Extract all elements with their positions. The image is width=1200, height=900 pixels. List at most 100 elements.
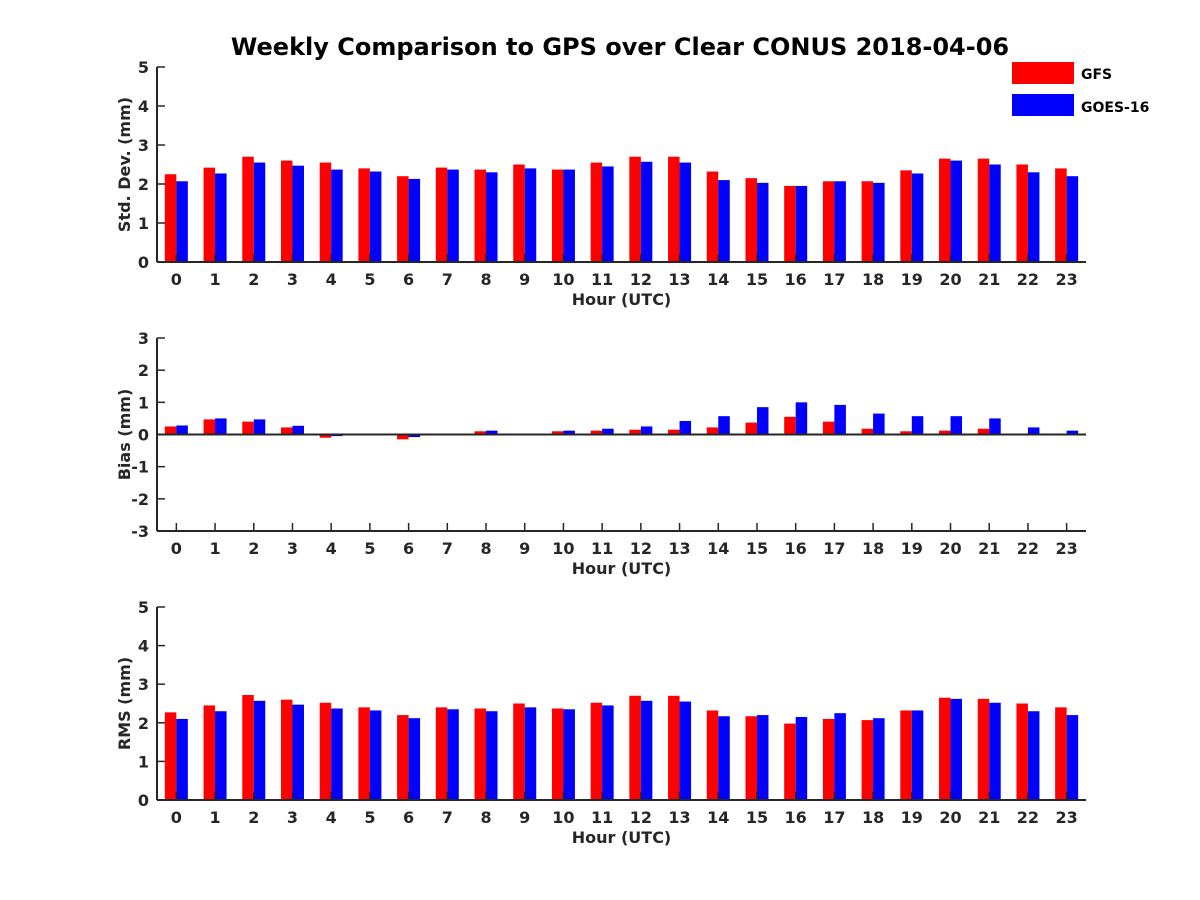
x-tick-label: 5 <box>364 808 375 827</box>
bar-goes16-hour-19 <box>911 173 924 262</box>
bar-gfs-hour-20 <box>939 430 951 435</box>
bar-gfs-hour-1 <box>203 167 216 262</box>
bar-gfs-hour-14 <box>706 710 719 800</box>
y-tick-label: 4 <box>138 637 149 656</box>
bar-goes16-hour-8 <box>486 172 498 262</box>
x-tick-label: 0 <box>171 270 182 289</box>
bar-goes16-hour-6 <box>408 718 421 800</box>
bar-gfs-hour-10 <box>551 169 564 262</box>
bar-goes16-hour-4 <box>331 708 343 800</box>
bar-gfs-hour-19 <box>900 431 912 435</box>
x-tick-label: 18 <box>862 808 884 827</box>
bar-gfs-hour-18 <box>861 428 874 435</box>
bar-gfs-hour-4 <box>319 162 332 262</box>
bar-goes16-hour-7 <box>447 169 459 262</box>
bar-gfs-hour-7 <box>435 167 448 262</box>
bar-gfs-hour-14 <box>706 427 719 435</box>
x-tick-label: 6 <box>403 808 414 827</box>
y-tick-label: 4 <box>138 97 149 116</box>
bar-goes16-hour-1 <box>215 711 227 800</box>
bar-gfs-hour-23 <box>1055 168 1067 262</box>
bar-goes16-hour-0 <box>176 425 188 435</box>
x-tick-label: 2 <box>248 808 259 827</box>
x-tick-label: 10 <box>552 808 574 827</box>
bar-gfs-hour-20 <box>939 697 951 800</box>
bar-gfs-hour-0 <box>164 426 177 435</box>
bar-goes16-hour-0 <box>176 181 188 262</box>
x-tick-label: 23 <box>1056 808 1078 827</box>
bar-gfs-hour-8 <box>474 431 487 435</box>
y-tick-label: 2 <box>138 175 149 194</box>
x-tick-label: 13 <box>668 539 690 558</box>
bar-gfs-hour-23 <box>1055 707 1067 800</box>
x-tick-label: 19 <box>901 270 923 289</box>
x-tick-label: 9 <box>519 808 530 827</box>
bar-goes16-hour-17 <box>834 713 846 800</box>
x-tick-label: 5 <box>364 539 375 558</box>
y-tick-label: 0 <box>138 253 149 272</box>
bar-goes16-hour-9 <box>524 707 537 800</box>
x-axis-label: Hour (UTC) <box>572 828 672 847</box>
x-tick-label: 0 <box>171 808 182 827</box>
bar-gfs-hour-5 <box>358 707 370 800</box>
chart-title: Weekly Comparison to GPS over Clear CONU… <box>231 33 1009 61</box>
bar-goes16-hour-15 <box>756 715 769 800</box>
bar-goes16-hour-16 <box>795 185 808 262</box>
bar-gfs-hour-14 <box>706 171 719 262</box>
bar-goes16-hour-18 <box>873 718 885 800</box>
legend: GFS GOES-16 <box>1012 62 1149 116</box>
bar-gfs-hour-6 <box>397 434 409 440</box>
x-tick-label: 0 <box>171 539 182 558</box>
legend-swatch-goes16 <box>1012 94 1074 116</box>
y-tick-label: 1 <box>138 752 149 771</box>
x-tick-label: 7 <box>442 270 453 289</box>
x-tick-label: 2 <box>248 539 259 558</box>
bar-gfs-hour-12 <box>629 429 641 435</box>
bar-gfs-hour-6 <box>397 715 409 800</box>
bar-goes16-hour-12 <box>640 700 653 800</box>
bar-goes16-hour-21 <box>989 418 1001 435</box>
x-tick-label: 21 <box>978 808 1000 827</box>
y-tick-label: 0 <box>138 791 149 810</box>
bar-gfs-hour-8 <box>474 169 487 262</box>
x-tick-label: 12 <box>630 539 652 558</box>
x-tick-label: 14 <box>707 808 729 827</box>
x-tick-label: 4 <box>326 808 337 827</box>
y-tick-label: 1 <box>138 214 149 233</box>
bar-gfs-hour-17 <box>822 181 835 262</box>
bar-goes16-hour-10 <box>563 430 575 435</box>
x-tick-label: 4 <box>326 270 337 289</box>
bar-gfs-hour-17 <box>822 421 835 435</box>
bar-gfs-hour-21 <box>977 428 990 435</box>
x-tick-label: 6 <box>403 539 414 558</box>
bar-goes16-hour-12 <box>640 161 653 262</box>
x-tick-label: 22 <box>1017 808 1039 827</box>
bar-gfs-hour-12 <box>629 156 641 262</box>
x-tick-label: 1 <box>209 539 220 558</box>
x-tick-label: 19 <box>901 539 923 558</box>
bar-goes16-hour-20 <box>950 416 963 435</box>
x-tick-label: 22 <box>1017 539 1039 558</box>
bar-gfs-hour-12 <box>629 695 641 800</box>
bar-goes16-hour-6 <box>408 434 421 438</box>
bar-goes16-hour-14 <box>718 716 730 800</box>
bar-gfs-hour-16 <box>784 416 796 435</box>
x-tick-label: 1 <box>209 808 220 827</box>
bar-gfs-hour-20 <box>939 158 951 262</box>
x-tick-label: 3 <box>287 808 298 827</box>
x-tick-label: 11 <box>591 270 613 289</box>
bar-goes16-hour-14 <box>718 180 730 262</box>
bar-gfs-hour-6 <box>397 176 409 262</box>
bar-goes16-hour-20 <box>950 160 963 262</box>
bar-goes16-hour-10 <box>563 709 575 800</box>
x-tick-label: 7 <box>442 539 453 558</box>
y-tick-label: 0 <box>138 426 149 445</box>
x-tick-label: 13 <box>668 808 690 827</box>
y-axis-label: RMS (mm) <box>115 657 134 750</box>
bar-gfs-hour-10 <box>551 431 564 435</box>
bar-gfs-hour-22 <box>1016 703 1028 800</box>
bar-goes16-hour-18 <box>873 182 885 262</box>
